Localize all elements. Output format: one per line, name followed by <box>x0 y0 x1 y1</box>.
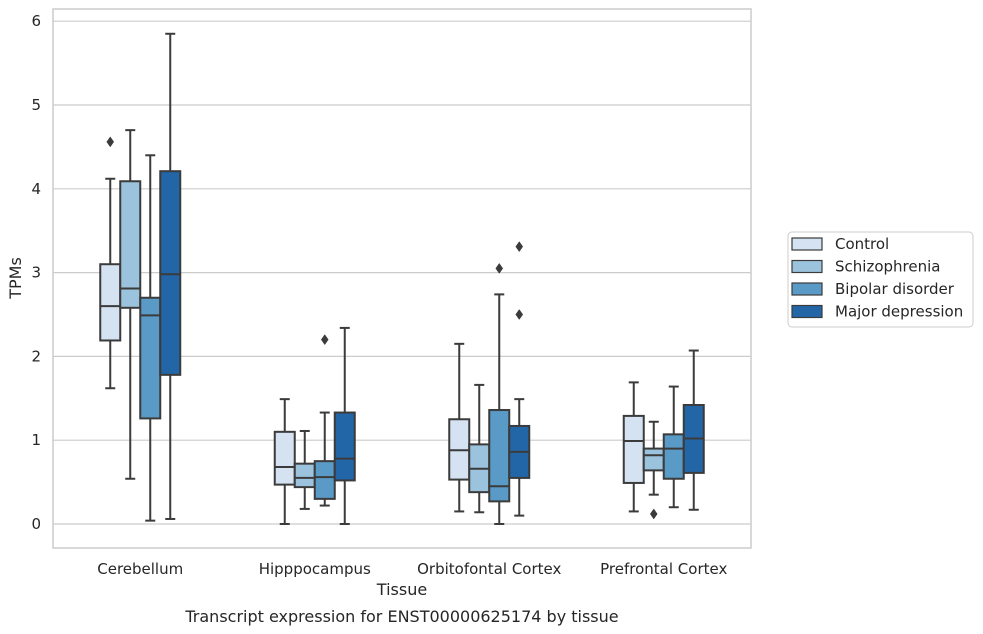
y-tick-label: 6 <box>31 12 41 30</box>
legend-swatch <box>791 304 823 319</box>
chart-caption: Transcript expression for ENST0000062517… <box>184 607 618 626</box>
series-major-depression <box>159 32 705 525</box>
box <box>448 342 471 513</box>
y-tick-label: 0 <box>31 515 41 533</box>
box <box>488 262 511 525</box>
legend-item-schizophrenia: Schizophrenia <box>791 258 940 276</box>
box-body <box>662 433 685 480</box>
legend-item-major-depression: Major depression <box>791 303 963 321</box>
x-tick-labels: Cerebellum Hipppocampus Orbitofontal Corte… <box>97 560 727 578</box>
box-body <box>119 180 142 309</box>
outlier-point <box>320 334 329 346</box>
y-tick-label: 1 <box>31 431 41 449</box>
series-bipolar-disorder <box>139 154 685 525</box>
series-control <box>99 136 645 525</box>
box <box>313 334 336 507</box>
box <box>662 385 685 509</box>
outlier-point <box>649 508 658 520</box>
box <box>273 398 296 525</box>
x-tick-label: Cerebellum <box>97 560 183 578</box>
box <box>508 241 531 517</box>
plot-area-frame <box>52 8 752 549</box>
box <box>293 429 316 510</box>
box <box>119 129 142 480</box>
legend-label: Bipolar disorder <box>835 280 955 298</box>
box <box>642 420 665 520</box>
box-body <box>293 462 316 489</box>
x-tick-label: Orbitofontal Cortex <box>417 560 561 578</box>
y-tick-labels: 0 1 2 3 4 5 6 <box>31 12 41 533</box>
box-body <box>159 170 182 376</box>
outlier-point <box>515 241 524 253</box>
box-body <box>642 447 665 472</box>
legend: Control Schizophrenia Bipolar disorder Majo… <box>787 231 974 328</box>
legend-swatch <box>791 282 823 296</box>
box <box>333 326 356 525</box>
box <box>622 381 645 513</box>
y-axis-label: TPMs <box>6 257 25 300</box>
legend-item-control: Control <box>791 235 889 253</box>
legend-label: Control <box>835 235 889 253</box>
legend-frame <box>787 231 974 328</box>
y-tick-label: 4 <box>31 180 41 198</box>
outlier-point <box>106 136 115 148</box>
outlier-point <box>515 309 524 320</box>
outlier-point <box>495 262 504 274</box>
legend-label: Major depression <box>835 303 963 321</box>
box-body <box>99 263 122 342</box>
box-body <box>273 430 296 486</box>
box <box>159 32 182 520</box>
box-body <box>333 411 356 482</box>
box <box>682 349 705 511</box>
box <box>99 136 122 390</box>
box <box>468 383 491 514</box>
x-tick-label: Prefrontal Cortex <box>600 560 727 578</box>
x-axis-label: Tissue <box>376 580 427 599</box>
legend-swatch <box>791 237 823 251</box>
x-tick-label: Hipppocampus <box>259 560 371 578</box>
legend-swatch <box>791 259 823 274</box>
box-body <box>488 409 511 503</box>
box-series <box>99 32 705 525</box>
box <box>139 154 162 522</box>
legend-label: Schizophrenia <box>835 258 940 276</box>
box-body <box>622 414 645 484</box>
legend-item-bipolar-disorder: Bipolar disorder <box>791 280 955 298</box>
y-tick-label: 3 <box>31 264 41 282</box>
y-tick-label: 2 <box>31 347 41 365</box>
series-schizophrenia <box>119 129 665 520</box>
y-tick-label: 5 <box>31 96 41 114</box>
box-body <box>313 460 336 500</box>
